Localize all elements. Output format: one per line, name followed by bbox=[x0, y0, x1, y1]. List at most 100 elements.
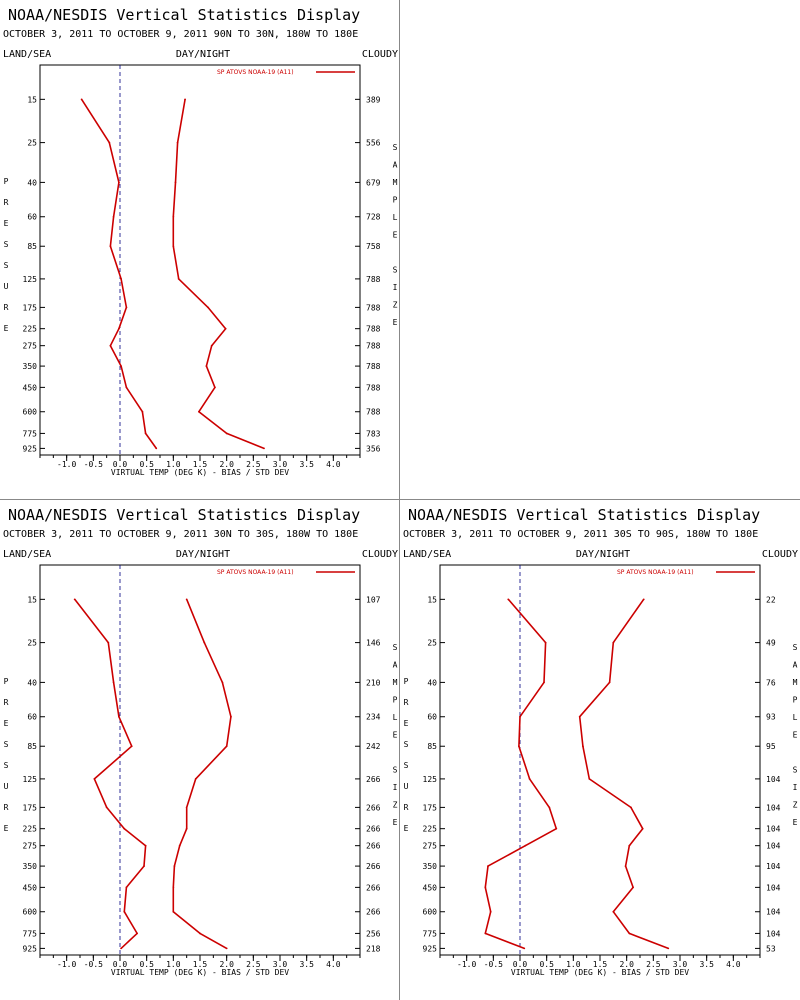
std-dev-point bbox=[172, 245, 175, 248]
bias-point bbox=[528, 777, 531, 780]
y-axis-label-letter: R bbox=[4, 198, 9, 207]
y-axis-label-letter: E bbox=[404, 824, 409, 833]
y-axis-label-letter: E bbox=[4, 324, 9, 333]
sample-size-label: 210 bbox=[366, 678, 381, 687]
chart-panel-tropics: NOAA/NESDIS Vertical Statistics Display O… bbox=[0, 500, 400, 1000]
plot-frame bbox=[39, 564, 361, 956]
bias-point bbox=[109, 344, 112, 347]
sample-size-label: 266 bbox=[366, 775, 381, 784]
pressure-tick-label: 175 bbox=[23, 803, 38, 812]
y-axis-label-letter: R bbox=[4, 803, 9, 812]
std-dev-point bbox=[176, 141, 179, 144]
pressure-tick-label: 275 bbox=[23, 342, 38, 351]
bias-point bbox=[489, 910, 492, 913]
sample-size-axis-letter: L bbox=[393, 713, 398, 722]
x-tick-label: 0.0 bbox=[113, 460, 128, 469]
x-tick-label: 0.0 bbox=[113, 960, 128, 969]
chart-svg: NOAA/NESDIS Vertical Statistics Display O… bbox=[3, 506, 398, 977]
legend-label: SP ATOVS NOAA-19 (A11) bbox=[217, 569, 294, 576]
chart-subtitle: OCTOBER 3, 2011 TO OCTOBER 9, 2011 90N T… bbox=[3, 29, 358, 40]
bias-point bbox=[155, 447, 158, 450]
x-tick-label: 2.0 bbox=[219, 960, 234, 969]
sample-size-label: 22 bbox=[766, 595, 776, 604]
sample-size-label: 266 bbox=[366, 842, 381, 851]
bias-point bbox=[73, 598, 76, 601]
sample-size-label: 218 bbox=[366, 944, 381, 953]
sample-size-label: 728 bbox=[366, 213, 381, 222]
bias-point bbox=[543, 681, 545, 684]
bias-point bbox=[107, 641, 110, 644]
bias-point bbox=[123, 910, 126, 913]
std-dev-point bbox=[172, 886, 175, 889]
x-tick-label: 2.0 bbox=[619, 960, 634, 969]
sample-size-axis-letter: S bbox=[793, 766, 798, 775]
sample-size-label: 266 bbox=[366, 908, 381, 917]
sample-size-label: 104 bbox=[766, 883, 781, 892]
bias-point bbox=[144, 432, 147, 435]
sample-size-axis-letter: E bbox=[393, 231, 398, 240]
bias-point bbox=[105, 806, 108, 809]
bias-point bbox=[548, 806, 551, 809]
sample-size-label: 93 bbox=[766, 713, 776, 722]
sample-size-axis-letter: Z bbox=[793, 801, 798, 810]
day-night-label: DAY/NIGHT bbox=[176, 549, 230, 560]
pressure-tick-label: 775 bbox=[23, 429, 38, 438]
pressure-tick-label: 600 bbox=[23, 908, 38, 917]
y-axis-label-letter: E bbox=[404, 719, 409, 728]
std-dev-point bbox=[642, 598, 645, 601]
y-axis-label-letter: U bbox=[404, 782, 409, 791]
std-dev-point bbox=[608, 681, 611, 684]
plot-frame bbox=[39, 64, 361, 456]
bias-point bbox=[518, 745, 520, 748]
x-tick-label: -0.5 bbox=[84, 960, 103, 969]
std-dev-point bbox=[641, 827, 644, 830]
std-dev-point bbox=[632, 886, 634, 889]
std-dev-point bbox=[173, 865, 176, 867]
sample-size-label: 104 bbox=[766, 842, 781, 851]
y-axis-label-letter: R bbox=[4, 698, 9, 707]
bias-point bbox=[93, 777, 96, 780]
sample-size-label: 556 bbox=[366, 139, 381, 148]
x-tick-label: 4.0 bbox=[326, 460, 341, 469]
x-tick-label: 2.5 bbox=[646, 960, 661, 969]
y-axis-label-letter: S bbox=[4, 740, 9, 749]
sample-size-axis-letter: A bbox=[393, 161, 398, 170]
sample-size-label: 788 bbox=[366, 325, 381, 334]
sample-size-label: 788 bbox=[366, 362, 381, 371]
land-sea-label: LAND/SEA bbox=[403, 549, 451, 560]
x-axis-label: VIRTUAL TEMP (DEG K) - BIAS / STD DEV bbox=[511, 968, 689, 977]
bias-point bbox=[120, 277, 122, 280]
x-tick-label: 1.0 bbox=[566, 960, 581, 969]
x-tick-label: 4.0 bbox=[726, 960, 741, 969]
sample-size-label: 234 bbox=[366, 713, 381, 722]
sample-size-label: 758 bbox=[366, 242, 381, 251]
sample-size-axis-letter: I bbox=[393, 783, 398, 792]
bias-point bbox=[136, 932, 138, 935]
sample-size-axis-letter: L bbox=[793, 713, 798, 722]
x-tick-label: 1.5 bbox=[193, 960, 208, 969]
x-tick-label: 1.0 bbox=[166, 460, 181, 469]
pressure-tick-label: 25 bbox=[427, 639, 437, 648]
pressure-tick-label: 85 bbox=[27, 242, 37, 251]
chart-subtitle: OCTOBER 3, 2011 TO OCTOBER 9, 2011 30S T… bbox=[403, 529, 758, 540]
y-axis-label-letter: E bbox=[4, 824, 9, 833]
std-dev-point bbox=[172, 215, 175, 218]
std-dev-point bbox=[185, 806, 188, 809]
bias-point bbox=[507, 598, 510, 601]
sample-size-axis-letter: M bbox=[393, 178, 398, 187]
y-axis-label-letter: E bbox=[4, 719, 9, 728]
std-dev-point bbox=[230, 715, 232, 718]
chart-panel-sh: NOAA/NESDIS Vertical Statistics Display O… bbox=[400, 500, 800, 1000]
x-tick-label: 4.0 bbox=[326, 960, 341, 969]
chart-subtitle: OCTOBER 3, 2011 TO OCTOBER 9, 2011 30N T… bbox=[3, 529, 358, 540]
std-dev-point bbox=[588, 777, 591, 780]
sample-size-axis-letter: E bbox=[393, 318, 398, 327]
bias-series-line bbox=[74, 598, 147, 949]
bias-point bbox=[125, 386, 128, 389]
sample-size-axis-letter: A bbox=[393, 661, 398, 670]
pressure-tick-label: 450 bbox=[423, 883, 438, 892]
sample-size-label: 95 bbox=[766, 742, 776, 751]
bias-point bbox=[143, 865, 145, 867]
std-dev-point bbox=[628, 844, 631, 847]
y-axis-label-letter: U bbox=[4, 782, 9, 791]
